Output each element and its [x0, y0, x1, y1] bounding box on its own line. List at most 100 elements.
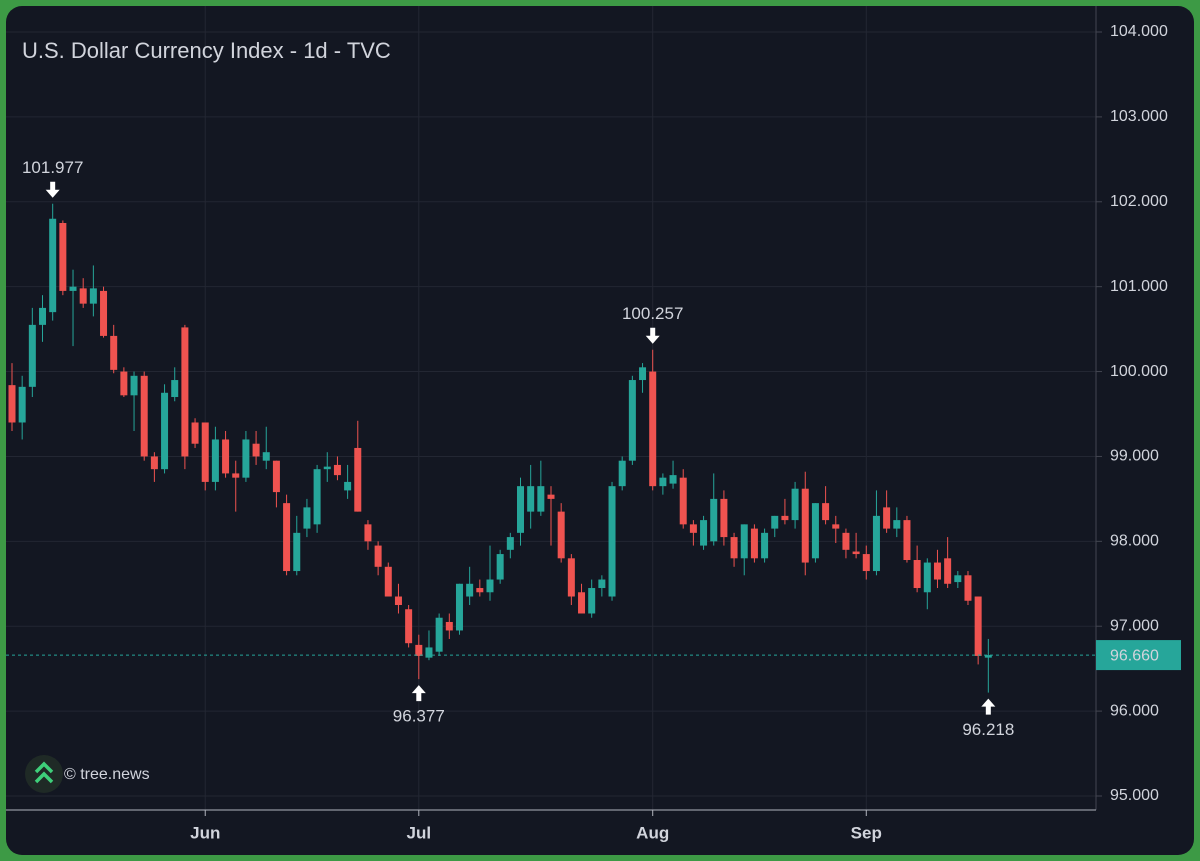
y-tick-label: 103.000 — [1110, 108, 1168, 125]
watermark-text: © tree.news — [64, 766, 150, 783]
body — [140, 375, 148, 457]
body — [242, 439, 250, 478]
body — [567, 558, 575, 597]
last-price-label: 96.660 — [1110, 647, 1159, 664]
body — [211, 439, 219, 482]
body — [547, 494, 555, 499]
axes: 95.000 96.000 97.000 98.000 99.000 100.000 101… — [22, 23, 1181, 842]
body — [466, 583, 474, 597]
y-tick-label: 99.000 — [1110, 448, 1159, 465]
y-tick-label: 98.000 — [1110, 533, 1159, 550]
body — [79, 288, 87, 304]
body — [832, 524, 840, 529]
body — [323, 466, 331, 470]
body — [313, 469, 321, 525]
candles — [6, 203, 1096, 693]
body — [893, 520, 901, 529]
body — [171, 380, 179, 398]
body — [537, 486, 545, 512]
body — [232, 473, 240, 478]
x-tick-label: Aug — [636, 823, 669, 842]
body — [333, 464, 341, 476]
annotation-arrow — [45, 181, 60, 198]
body — [222, 439, 230, 474]
body — [272, 460, 280, 493]
body — [781, 515, 789, 521]
body — [262, 452, 270, 461]
body — [588, 588, 596, 614]
body — [517, 486, 524, 533]
body — [639, 367, 647, 381]
body — [954, 575, 962, 583]
body — [903, 520, 911, 561]
body — [394, 596, 402, 605]
y-tick-label: 95.000 — [1110, 787, 1159, 804]
body — [557, 511, 565, 559]
body — [974, 596, 982, 656]
annotation-arrow — [981, 698, 996, 715]
body — [161, 392, 169, 470]
chart-title: U.S. Dollar Currency Index - 1d - TVC — [22, 38, 391, 63]
y-tick-label: 102.000 — [1110, 193, 1168, 210]
body — [771, 515, 779, 529]
annotation-label: 96.377 — [393, 707, 445, 726]
body — [578, 592, 586, 614]
body — [842, 532, 850, 550]
body — [923, 562, 931, 593]
body — [69, 286, 77, 291]
annotation-label: 100.257 — [622, 304, 683, 323]
annotation-label: 101.977 — [22, 158, 83, 177]
body — [252, 443, 260, 457]
body — [659, 477, 667, 487]
watermark: © tree.news — [25, 755, 150, 793]
body — [761, 532, 769, 559]
body — [130, 375, 138, 396]
body — [740, 524, 748, 559]
body — [649, 371, 657, 487]
annotation-label: 96.218 — [962, 720, 1014, 739]
x-tick-label: Sep — [851, 823, 882, 842]
body — [883, 507, 891, 529]
body — [730, 537, 738, 559]
body — [608, 486, 616, 597]
body — [913, 560, 921, 589]
body — [628, 380, 636, 461]
body — [405, 609, 413, 644]
body — [822, 503, 830, 521]
body — [598, 579, 606, 589]
body — [344, 481, 352, 491]
body — [39, 307, 47, 325]
y-tick-label: 101.000 — [1110, 278, 1168, 295]
body — [354, 447, 362, 512]
y-tick-label: 104.000 — [1110, 23, 1168, 40]
body — [862, 554, 870, 572]
body — [455, 583, 463, 631]
body — [801, 488, 809, 563]
y-tick-label: 97.000 — [1110, 617, 1159, 634]
body — [750, 528, 758, 559]
body — [791, 488, 799, 521]
body — [689, 524, 697, 533]
body — [374, 545, 382, 567]
body — [191, 422, 199, 444]
body — [811, 503, 819, 559]
body — [984, 655, 992, 658]
body — [872, 515, 880, 572]
body — [181, 327, 189, 457]
body — [669, 475, 677, 484]
body — [364, 524, 372, 542]
x-tick-label: Jun — [190, 823, 220, 842]
body — [283, 503, 291, 572]
body — [710, 498, 718, 542]
body — [944, 558, 952, 584]
body — [964, 575, 972, 601]
body — [303, 507, 311, 529]
body — [445, 621, 453, 631]
body — [28, 324, 36, 387]
annotation-arrow — [645, 327, 660, 344]
body — [8, 385, 16, 423]
body — [100, 290, 108, 336]
body — [425, 647, 433, 658]
body — [150, 456, 158, 470]
